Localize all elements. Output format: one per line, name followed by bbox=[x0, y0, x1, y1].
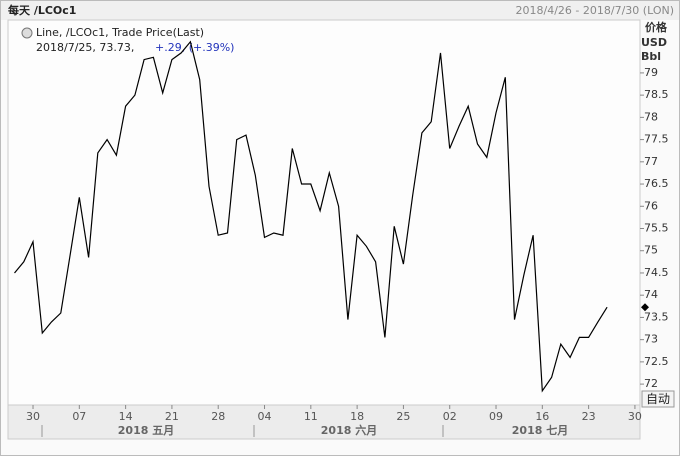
y-tick-label: 77.5 bbox=[644, 133, 669, 146]
y-tick-label: 77 bbox=[644, 155, 658, 168]
x-tick-label: 07 bbox=[72, 410, 86, 423]
y-tick-label: 75.5 bbox=[644, 222, 669, 235]
x-tick-label: 30 bbox=[26, 410, 40, 423]
y-tick-label: 75 bbox=[644, 244, 658, 257]
y-tick-label: 76 bbox=[644, 199, 658, 212]
x-tick-label: 11 bbox=[304, 410, 318, 423]
y-tick-label: 73.5 bbox=[644, 310, 669, 323]
legend-name: Line, /LCOc1, Trade Price(Last) bbox=[36, 26, 204, 39]
month-label: 2018 六月 bbox=[321, 423, 377, 437]
x-tick-label: 21 bbox=[165, 410, 179, 423]
y-axis-label: Bbl bbox=[641, 50, 661, 63]
y-tick-label: 79 bbox=[644, 66, 658, 79]
x-tick-label: 28 bbox=[211, 410, 225, 423]
legend-icon bbox=[21, 27, 33, 39]
auto-button-label[interactable]: 自动 bbox=[646, 392, 670, 406]
y-tick-label: 74.5 bbox=[644, 266, 669, 279]
y-tick-label: 78.5 bbox=[644, 88, 669, 101]
x-tick-label: 02 bbox=[443, 410, 457, 423]
legend-detail: 2018/7/25, 73.73, bbox=[36, 41, 134, 54]
chart-title: 每天 /LCOc1 bbox=[8, 3, 76, 17]
x-tick-label: 18 bbox=[350, 410, 364, 423]
last-value-marker bbox=[641, 303, 649, 312]
y-tick-label: 74 bbox=[644, 288, 658, 301]
y-tick-label: 72 bbox=[644, 377, 658, 390]
x-tick-label: 14 bbox=[119, 410, 133, 423]
plot-area bbox=[7, 19, 641, 406]
y-tick-label: 73 bbox=[644, 333, 658, 346]
month-label: 2018 七月 bbox=[512, 423, 568, 437]
date-range: 2018/4/26 - 2018/7/30 (LON) bbox=[516, 4, 674, 17]
legend-change: +.29, (+.39%) bbox=[155, 41, 234, 54]
x-axis-band bbox=[7, 404, 641, 440]
y-tick-label: 76.5 bbox=[644, 177, 669, 190]
y-tick-label: 72.5 bbox=[644, 355, 669, 368]
y-tick-label: 78 bbox=[644, 110, 658, 123]
title-bar bbox=[1, 1, 679, 20]
line-series bbox=[14, 40, 608, 393]
x-tick-label: 25 bbox=[396, 410, 410, 423]
auto-button[interactable] bbox=[641, 390, 675, 408]
x-tick-label: 09 bbox=[489, 410, 503, 423]
y-axis-label: 价格 bbox=[645, 20, 668, 34]
x-tick-label: 23 bbox=[582, 410, 596, 423]
y-axis-label: USD bbox=[641, 36, 667, 49]
x-tick-label: 04 bbox=[258, 410, 272, 423]
x-tick-label: 30 bbox=[628, 410, 642, 423]
x-tick-label: 16 bbox=[535, 410, 549, 423]
month-label: 2018 五月 bbox=[118, 424, 174, 437]
